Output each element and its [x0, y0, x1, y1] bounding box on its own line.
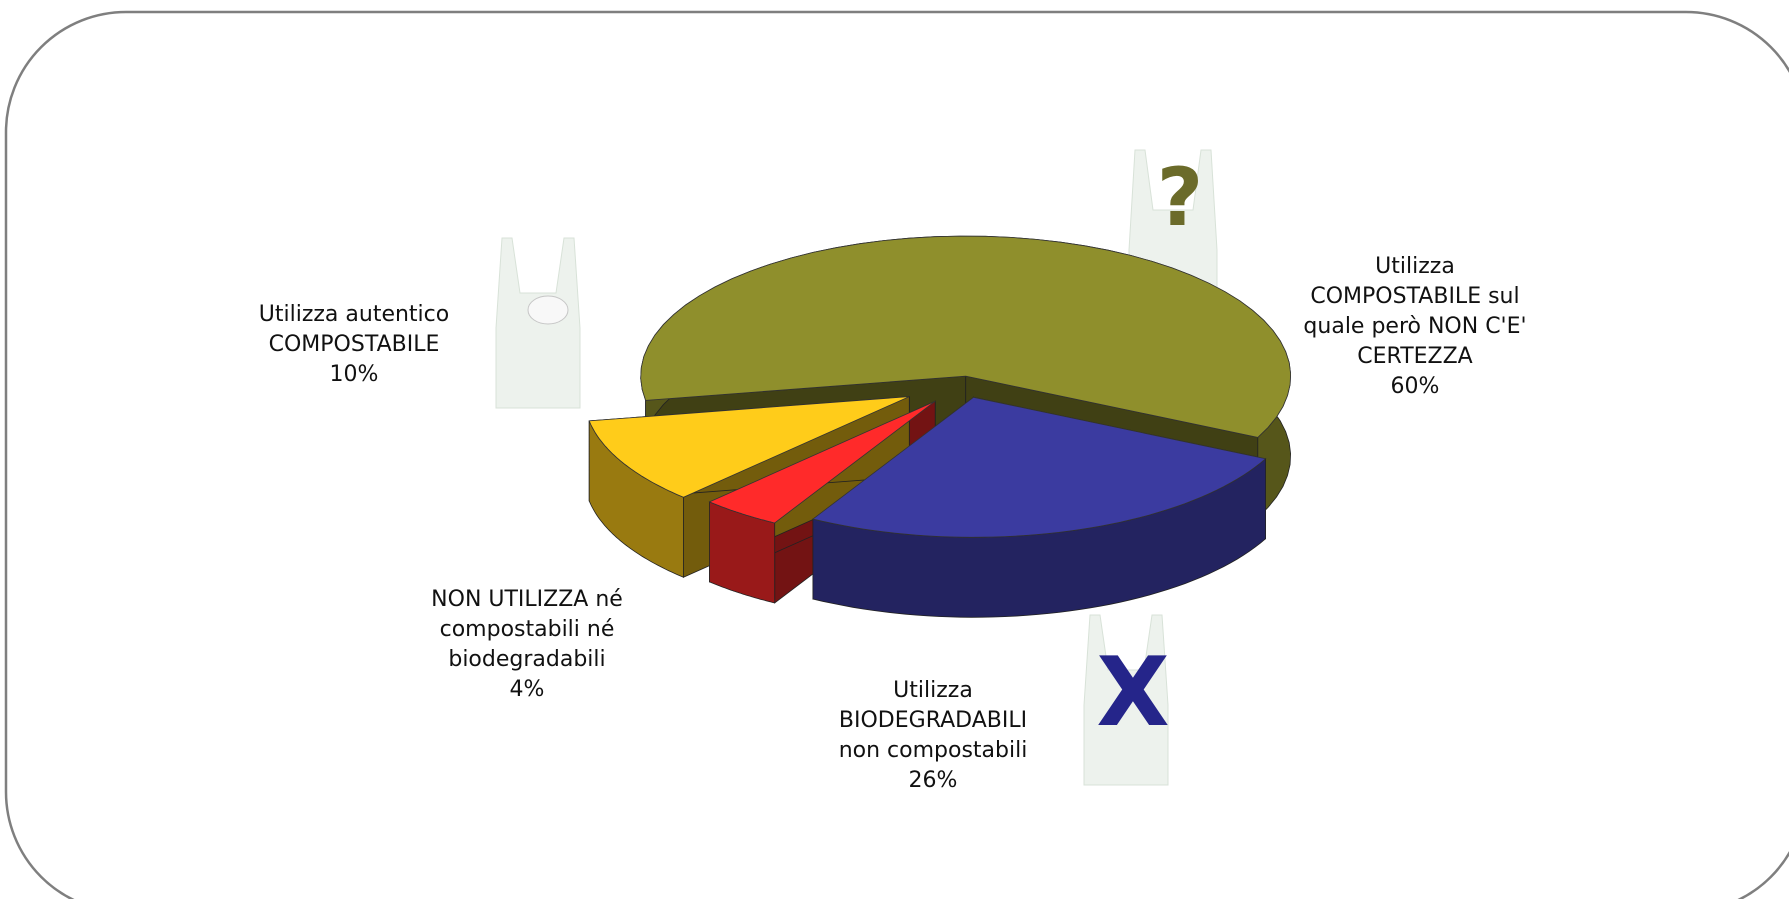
slice-label: NON UTILIZZA né compostabili né biodegra…	[431, 585, 623, 705]
slice-label: Utilizza BIODEGRADABILI non compostabili…	[839, 676, 1028, 796]
value-label: 60%	[1303, 372, 1526, 402]
pie	[589, 236, 1290, 617]
page: ? X Utilizza COMPOSTABILE sul quale però…	[0, 0, 1789, 899]
value-label: 26%	[839, 766, 1028, 796]
annotation: X	[1096, 638, 1169, 748]
value-label: 4%	[431, 675, 623, 705]
value-label: 10%	[259, 360, 449, 390]
annotation: ?	[1157, 151, 1203, 244]
slice-label: Utilizza COMPOSTABILE sul quale però NON…	[1303, 252, 1526, 402]
